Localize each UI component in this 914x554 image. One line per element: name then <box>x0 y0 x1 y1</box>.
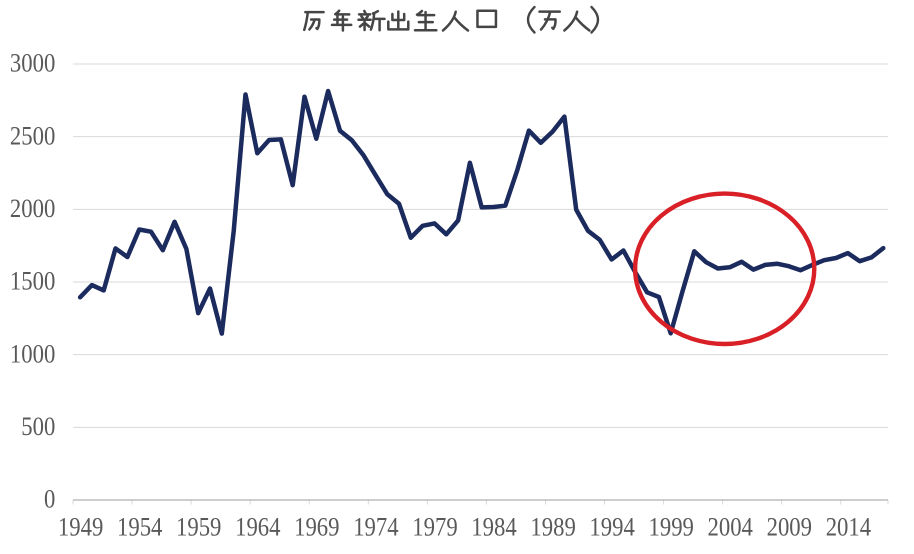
svg-text:1974: 1974 <box>353 513 398 542</box>
svg-text:2000: 2000 <box>10 194 55 223</box>
svg-text:2014: 2014 <box>826 513 871 542</box>
svg-text:2004: 2004 <box>708 513 753 542</box>
svg-text:1984: 1984 <box>471 513 516 542</box>
svg-text:2500: 2500 <box>10 121 55 150</box>
svg-text:3000: 3000 <box>10 49 55 78</box>
svg-text:1989: 1989 <box>530 513 575 542</box>
svg-text:1969: 1969 <box>294 513 339 542</box>
svg-text:1500: 1500 <box>10 267 55 296</box>
svg-text:1954: 1954 <box>117 513 162 542</box>
svg-text:1994: 1994 <box>589 513 634 542</box>
svg-text:500: 500 <box>21 412 55 441</box>
svg-text:0: 0 <box>44 485 55 514</box>
svg-text:2009: 2009 <box>767 513 812 542</box>
svg-text:1964: 1964 <box>235 513 280 542</box>
svg-text:1000: 1000 <box>10 339 55 368</box>
svg-text:1979: 1979 <box>412 513 457 542</box>
svg-text:1999: 1999 <box>649 513 694 542</box>
svg-text:1949: 1949 <box>58 513 103 542</box>
svg-text:1959: 1959 <box>176 513 221 542</box>
